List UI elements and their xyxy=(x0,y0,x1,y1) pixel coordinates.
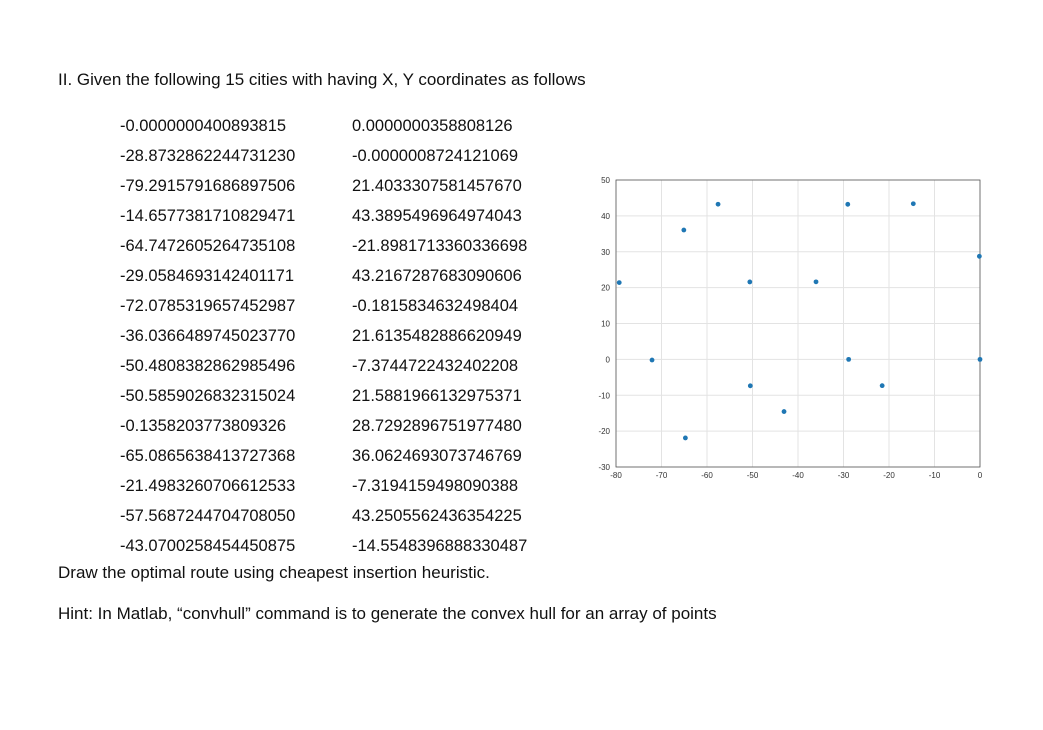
coordinate-row: -50.5859026832315024 21.5881966132975371 xyxy=(120,383,527,413)
y-coordinate: 43.2505562436354225 xyxy=(352,507,522,525)
y-tick-label: 0 xyxy=(606,355,611,364)
data-point xyxy=(681,227,687,233)
y-coordinate: 21.4033307581457670 xyxy=(352,177,522,195)
scatter-plot: -80 -70 -60 -50 -40 -30 -20 -10 0 -30 -20 -10 0 10 20 3… xyxy=(598,176,983,480)
coordinate-row: -36.0366489745023770 21.6135482886620949 xyxy=(120,323,527,353)
problem-heading: II. Given the following 15 cities with h… xyxy=(58,70,586,89)
y-tick-label: 30 xyxy=(601,248,610,257)
x-coordinate: -43.0700258454450875 xyxy=(120,537,296,555)
x-tick-label: -70 xyxy=(656,471,668,480)
coordinate-row: -57.5687244704708050 43.2505562436354225 xyxy=(120,503,527,533)
data-point xyxy=(813,279,819,285)
y-tick-label: 20 xyxy=(601,284,610,293)
coordinate-row: -64.7472605264735108 -21.8981713360336698 xyxy=(120,233,527,263)
y-coordinate: -0.1815834632498404 xyxy=(352,297,519,315)
x-tick-label: -10 xyxy=(929,471,941,480)
x-coordinate: -57.5687244704708050 xyxy=(120,507,296,525)
data-point xyxy=(781,409,787,414)
x-tick-label: -30 xyxy=(838,471,850,480)
y-tick-label: 10 xyxy=(601,320,610,329)
x-coordinate: -50.4808382862985496 xyxy=(120,357,296,375)
x-tick-label: 0 xyxy=(978,471,983,480)
coordinate-row: -43.0700258454450875 -14.5548396888330487 xyxy=(120,533,527,563)
y-tick-label: 50 xyxy=(601,176,610,185)
coordinate-row: -79.2915791686897506 21.4033307581457670 xyxy=(120,173,527,203)
x-tick-label: -60 xyxy=(701,471,713,480)
coordinate-row: -0.0000000400893815 0.0000000358808126 xyxy=(120,113,527,143)
x-coordinate: -79.2915791686897506 xyxy=(120,177,296,195)
y-coordinate: 36.0624693073746769 xyxy=(352,447,522,465)
x-coordinate: -29.0584693142401171 xyxy=(120,267,295,285)
y-coordinate: -7.3194159498090388 xyxy=(352,477,519,495)
data-point xyxy=(976,253,982,259)
coordinate-row: -28.8732862244731230 -0.0000008724121069 xyxy=(120,143,527,173)
y-tick-label: -10 xyxy=(598,391,610,400)
x-coordinate: -0.0000000400893815 xyxy=(120,117,287,135)
data-point xyxy=(747,279,753,285)
y-tick-label: -20 xyxy=(598,427,610,436)
y-coordinate: 43.2167287683090606 xyxy=(352,267,522,285)
plot-frame xyxy=(615,179,981,468)
data-point xyxy=(747,383,753,389)
coordinate-row: -65.0865638413727368 36.0624693073746769 xyxy=(120,443,527,473)
data-point xyxy=(616,280,622,286)
y-coordinate: 43.3895496964974043 xyxy=(352,207,522,225)
instruction-text: Draw the optimal route using cheapest in… xyxy=(58,563,490,582)
coordinate-row: -29.0584693142401171 43.2167287683090606 xyxy=(120,263,527,293)
x-coordinate: -36.0366489745023770 xyxy=(120,327,296,345)
x-coordinate: -72.0785319657452987 xyxy=(120,297,296,315)
data-point xyxy=(682,435,688,441)
x-tick-label: -80 xyxy=(610,471,622,480)
x-tick-label: -40 xyxy=(792,471,804,480)
y-coordinate: 21.6135482886620949 xyxy=(352,327,522,345)
y-coordinate: -7.3744722432402208 xyxy=(352,357,519,375)
coordinate-row: -72.0785319657452987 -0.1815834632498404 xyxy=(120,293,527,323)
y-coordinate: -21.8981713360336698 xyxy=(352,237,528,255)
x-coordinate: -21.4983260706612533 xyxy=(120,477,296,495)
coordinate-row: -50.4808382862985496 -7.3744722432402208 xyxy=(120,353,527,383)
data-point xyxy=(846,356,852,362)
x-coordinate: -0.1358203773809326 xyxy=(120,417,287,435)
y-coordinate: 0.0000000358808126 xyxy=(352,117,513,135)
x-coordinate: -64.7472605264735108 xyxy=(120,237,296,255)
y-coordinate: 28.7292896751977480 xyxy=(352,417,522,435)
data-point xyxy=(977,356,983,362)
y-tick-label: -30 xyxy=(598,463,610,472)
data-point xyxy=(715,201,721,207)
x-coordinate: -50.5859026832315024 xyxy=(120,387,296,405)
coordinate-row: -21.4983260706612533 -7.3194159498090388 xyxy=(120,473,527,503)
data-point xyxy=(649,357,655,363)
x-tick-label: -20 xyxy=(883,471,895,480)
coordinate-row: -0.1358203773809326 28.7292896751977480 xyxy=(120,413,527,443)
x-tick-label: -50 xyxy=(747,471,759,480)
y-tick-label: 40 xyxy=(601,212,610,221)
coordinates-list: -0.0000000400893815 0.0000000358808126 -28… xyxy=(120,113,527,563)
y-coordinate: -14.5548396888330487 xyxy=(352,537,528,555)
y-coordinate: -0.0000008724121069 xyxy=(352,147,519,165)
data-point xyxy=(845,201,851,207)
x-coordinate: -14.6577381710829471 xyxy=(120,207,296,225)
y-coordinate: 21.5881966132975371 xyxy=(352,387,522,405)
x-coordinate: -28.8732862244731230 xyxy=(120,147,296,165)
x-coordinate: -65.0865638413727368 xyxy=(120,447,296,465)
hint-text: Hint: In Matlab, “convhull” command is t… xyxy=(58,604,717,623)
data-point xyxy=(879,383,885,389)
data-point xyxy=(910,201,916,207)
coordinate-row: -14.6577381710829471 43.3895496964974043 xyxy=(120,203,527,233)
